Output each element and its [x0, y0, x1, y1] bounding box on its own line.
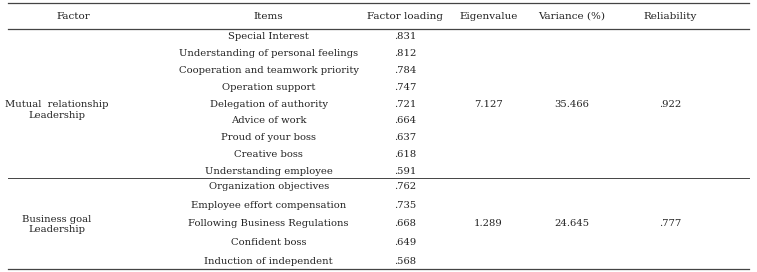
- Text: Induction of independent: Induction of independent: [204, 256, 333, 266]
- Text: .649: .649: [394, 238, 416, 247]
- Text: Factor: Factor: [57, 12, 91, 21]
- Text: Following Business Regulations: Following Business Regulations: [188, 219, 349, 228]
- Text: .668: .668: [394, 219, 416, 228]
- Text: Understanding of personal feelings: Understanding of personal feelings: [179, 49, 358, 58]
- Text: Reliability: Reliability: [643, 12, 696, 21]
- Text: Business goal
Leadership: Business goal Leadership: [22, 215, 92, 234]
- Text: Eigenvalue: Eigenvalue: [459, 12, 518, 21]
- Text: Proud of your boss: Proud of your boss: [221, 133, 316, 142]
- Text: .777: .777: [659, 219, 681, 228]
- Text: .747: .747: [394, 83, 416, 92]
- Text: .831: .831: [394, 32, 416, 41]
- Text: .735: .735: [394, 200, 416, 209]
- Text: Items: Items: [254, 12, 284, 21]
- Text: Delegation of authority: Delegation of authority: [210, 100, 328, 109]
- Text: 35.466: 35.466: [554, 100, 589, 109]
- Text: Mutual  relationship
Leadership: Mutual relationship Leadership: [5, 100, 108, 120]
- Text: Employee effort compensation: Employee effort compensation: [191, 200, 347, 209]
- Text: Creative boss: Creative boss: [235, 150, 303, 159]
- Text: 24.645: 24.645: [554, 219, 589, 228]
- Text: Operation support: Operation support: [222, 83, 316, 92]
- Text: .618: .618: [394, 150, 416, 159]
- Text: .762: .762: [394, 182, 416, 191]
- Text: .591: .591: [394, 167, 416, 176]
- Text: Factor loading: Factor loading: [367, 12, 443, 21]
- Text: .637: .637: [394, 133, 416, 142]
- Text: Advice of work: Advice of work: [231, 116, 307, 125]
- Text: Organization objectives: Organization objectives: [209, 182, 329, 191]
- Text: Confident boss: Confident boss: [231, 238, 307, 247]
- Text: .568: .568: [394, 256, 416, 266]
- Text: 1.289: 1.289: [474, 219, 503, 228]
- Text: .812: .812: [394, 49, 416, 58]
- Text: Variance (%): Variance (%): [538, 12, 605, 21]
- Text: .721: .721: [394, 100, 416, 109]
- Text: Special Interest: Special Interest: [229, 32, 309, 41]
- Text: .664: .664: [394, 116, 416, 125]
- Text: .922: .922: [659, 100, 681, 109]
- Text: 7.127: 7.127: [474, 100, 503, 109]
- Text: .784: .784: [394, 66, 416, 75]
- Text: Cooperation and teamwork priority: Cooperation and teamwork priority: [179, 66, 359, 75]
- Text: Understanding employee: Understanding employee: [205, 167, 332, 176]
